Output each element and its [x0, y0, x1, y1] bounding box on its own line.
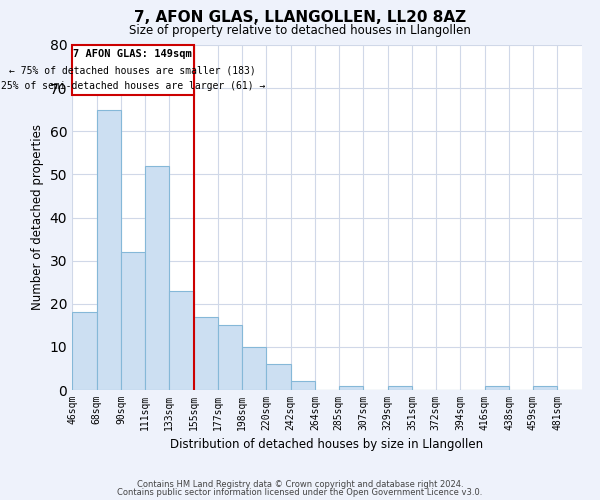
Bar — [72, 312, 97, 390]
Text: Contains HM Land Registry data © Crown copyright and database right 2024.: Contains HM Land Registry data © Crown c… — [137, 480, 463, 489]
Bar — [242, 347, 266, 390]
Bar — [194, 316, 218, 390]
Bar — [533, 386, 557, 390]
Y-axis label: Number of detached properties: Number of detached properties — [31, 124, 44, 310]
Bar — [121, 252, 145, 390]
Text: ← 75% of detached houses are smaller (183): ← 75% of detached houses are smaller (18… — [10, 65, 256, 75]
Bar — [169, 291, 194, 390]
Text: Contains public sector information licensed under the Open Government Licence v3: Contains public sector information licen… — [118, 488, 482, 497]
Bar — [266, 364, 291, 390]
Bar — [388, 386, 412, 390]
Bar — [218, 326, 242, 390]
Bar — [291, 382, 315, 390]
Bar — [145, 166, 169, 390]
Bar — [339, 386, 363, 390]
X-axis label: Distribution of detached houses by size in Llangollen: Distribution of detached houses by size … — [170, 438, 484, 452]
Bar — [97, 110, 121, 390]
Bar — [485, 386, 509, 390]
Text: 7 AFON GLAS: 149sqm: 7 AFON GLAS: 149sqm — [73, 50, 192, 59]
Text: Size of property relative to detached houses in Llangollen: Size of property relative to detached ho… — [129, 24, 471, 37]
Bar — [72, 45, 194, 94]
Text: 25% of semi-detached houses are larger (61) →: 25% of semi-detached houses are larger (… — [1, 81, 265, 91]
Text: 7, AFON GLAS, LLANGOLLEN, LL20 8AZ: 7, AFON GLAS, LLANGOLLEN, LL20 8AZ — [134, 10, 466, 25]
